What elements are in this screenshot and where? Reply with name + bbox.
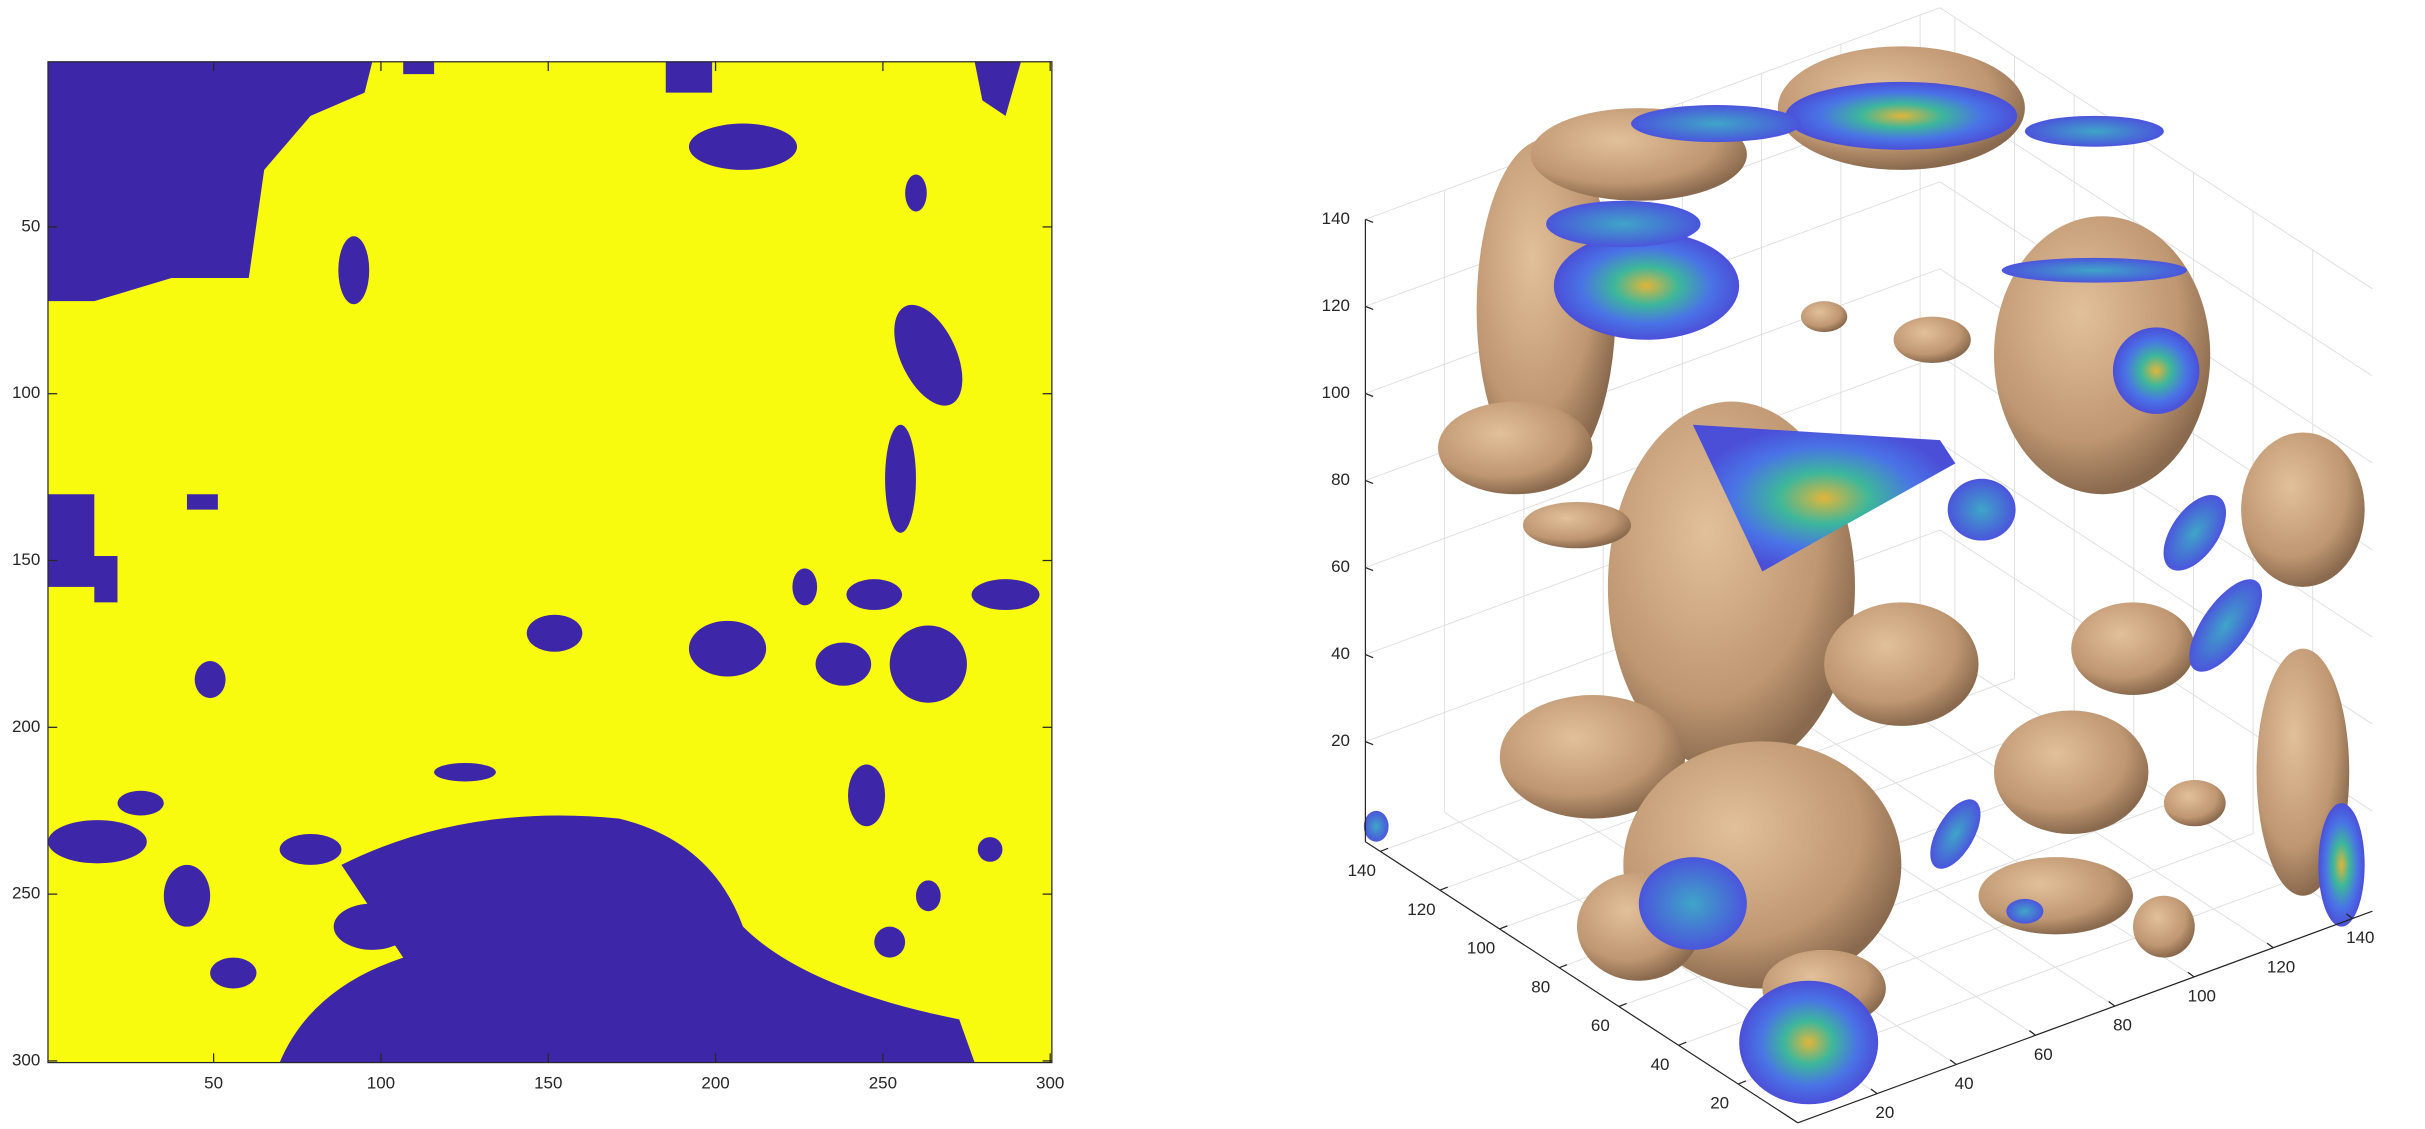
z-tick-label: 140	[1322, 209, 1350, 228]
axes: 20 40 60 80 100 120 140 20 40 60 80 100 120 140 20 40 60…	[1322, 209, 2374, 1124]
x-tick-label: 300	[1036, 1074, 1064, 1093]
x-tick	[1870, 1088, 1878, 1095]
z-tick-label: 20	[1331, 731, 1350, 750]
z-tick	[1365, 218, 1374, 223]
y-tick	[1559, 964, 1568, 969]
image-regions	[47, 61, 1040, 1063]
binary-image: 50 100 150 200 250 300 50 100 150 200 250 300	[12, 61, 1064, 1093]
y-tick-label: 50	[21, 216, 40, 235]
x-tick	[2108, 1000, 2116, 1007]
x-tick	[2346, 913, 2353, 920]
y-tick-label: 140	[1348, 861, 1376, 880]
y-tick-label: 100	[1467, 939, 1495, 958]
y-tick-label: 120	[1407, 900, 1435, 919]
x-tick-label: 50	[204, 1074, 223, 1093]
y-tick-label: 80	[1531, 977, 1550, 996]
z-tick	[1365, 741, 1374, 746]
z-tick-label: 60	[1331, 557, 1350, 576]
x-tick-label: 80	[2113, 1016, 2132, 1035]
x-tick-label: 200	[701, 1074, 729, 1093]
z-tick	[1365, 566, 1374, 572]
z-tick	[1365, 479, 1374, 485]
isosurface-plot: 20 40 60 80 100 120 140 20 40 60 80 100 120 140 20 40 60…	[1322, 7, 2374, 1124]
x-tick-label: 60	[2034, 1045, 2053, 1064]
x-tick	[1949, 1059, 1957, 1065]
x-tick-label: 20	[1875, 1103, 1894, 1122]
x-tick	[2266, 942, 2274, 949]
y-tick	[1737, 1080, 1747, 1085]
x-tick	[2029, 1030, 2036, 1036]
y-tick	[1499, 925, 1508, 930]
y-tick	[1618, 1002, 1627, 1008]
x-tick-label: 100	[2188, 986, 2216, 1005]
axes-box	[47, 61, 1053, 1064]
z-tick-label: 120	[1322, 296, 1350, 315]
grid-line	[1939, 7, 2373, 290]
z-tick	[1365, 653, 1374, 659]
y-tick-label: 250	[12, 884, 40, 903]
y-tick-label: 100	[12, 383, 40, 402]
x-tick-label: 150	[534, 1074, 562, 1093]
x-tick-label: 40	[1955, 1074, 1974, 1093]
y-tick	[1678, 1041, 1687, 1046]
y-tick	[1380, 847, 1389, 852]
z-tick-label: 40	[1331, 644, 1350, 663]
z-tick	[1365, 392, 1374, 398]
x-tick-label: 250	[869, 1074, 897, 1093]
x-tick-label: 120	[2267, 957, 2295, 976]
axis-line	[1365, 841, 1799, 1124]
y-tick-label: 150	[12, 550, 40, 569]
y-tick-label: 200	[12, 717, 40, 736]
z-tick-label: 80	[1331, 470, 1350, 489]
z-tick	[1365, 305, 1374, 311]
z-tick-label: 100	[1322, 383, 1350, 402]
x-tick-label: 100	[367, 1074, 395, 1093]
y-tick-label: 40	[1651, 1055, 1670, 1074]
y-tick-label: 60	[1591, 1016, 1610, 1035]
y-tick	[1439, 886, 1448, 891]
y-tick-label: 300	[12, 1050, 40, 1069]
y-tick-label: 20	[1710, 1094, 1729, 1113]
surface-regions	[1363, 46, 2365, 1105]
axis-line	[1797, 910, 2373, 1124]
x-tick	[2187, 971, 2195, 978]
grid-line	[1761, 695, 2195, 978]
x-tick-label: 140	[2346, 928, 2374, 947]
